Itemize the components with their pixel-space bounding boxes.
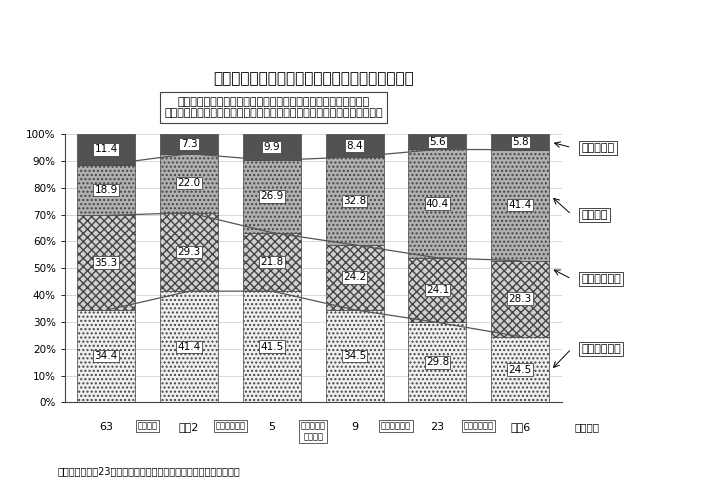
Text: 32.8: 32.8: [343, 196, 366, 206]
Text: 恒久的な減税: 恒久的な減税: [381, 422, 411, 431]
Text: 11.4: 11.4: [94, 144, 118, 154]
Bar: [160, 154, 218, 213]
Text: 40.4: 40.4: [426, 199, 449, 208]
Text: 18.9: 18.9: [94, 185, 118, 195]
Bar: [491, 149, 549, 261]
Text: 5.6: 5.6: [429, 137, 446, 147]
Bar: [243, 160, 301, 233]
Text: 24.5: 24.5: [508, 365, 532, 375]
Text: 23: 23: [431, 422, 444, 432]
Bar: [325, 310, 384, 402]
Text: 35.3: 35.3: [94, 258, 118, 268]
Bar: [160, 213, 218, 291]
Text: 41.4: 41.4: [177, 342, 201, 352]
Text: 土地税制改革: 土地税制改革: [215, 422, 246, 431]
Text: 消費課税: 消費課税: [582, 210, 608, 219]
Text: 所得・消費・資産等の税収構成比の推移（国税）: 所得・消費・資産等の税収構成比の推移（国税）: [213, 71, 413, 86]
Text: 8.4: 8.4: [346, 141, 363, 151]
Text: 63: 63: [99, 422, 113, 432]
Text: 5: 5: [269, 422, 275, 432]
Bar: [77, 216, 135, 310]
Bar: [408, 258, 467, 322]
Text: 税制抜本改革: 税制抜本改革: [464, 422, 494, 431]
Bar: [325, 157, 384, 245]
Text: 個人所得課税: 個人所得課税: [582, 344, 621, 354]
Bar: [243, 134, 301, 160]
Text: 28.3: 28.3: [508, 294, 532, 304]
Text: 9.9: 9.9: [264, 142, 280, 152]
Text: 29.3: 29.3: [177, 247, 201, 257]
Text: 平成2: 平成2: [179, 422, 199, 432]
Bar: [491, 337, 549, 402]
Bar: [491, 134, 549, 149]
Text: 平成６年の
税制改革: 平成６年の 税制改革: [301, 422, 325, 441]
Bar: [408, 135, 467, 149]
Bar: [243, 291, 301, 402]
Text: ２．所得課税には資産性所得に対する課税を含む。: ２．所得課税には資産性所得に対する課税を含む。: [58, 478, 210, 479]
Bar: [160, 134, 218, 154]
Text: 令和6: 令和6: [510, 422, 531, 432]
Bar: [408, 322, 467, 402]
Bar: [77, 310, 135, 402]
Text: 7.3: 7.3: [181, 139, 197, 149]
Text: 24.1: 24.1: [426, 285, 449, 295]
Text: 34.5: 34.5: [343, 351, 366, 361]
Text: 41.5: 41.5: [260, 342, 284, 352]
Text: 41.4: 41.4: [508, 200, 532, 210]
Text: （注）１．平成23年度までは決算額、令和６年度は予算額による。: （注）１．平成23年度までは決算額、令和６年度は予算額による。: [58, 467, 240, 477]
Bar: [243, 233, 301, 291]
Text: 22.0: 22.0: [177, 178, 201, 188]
Bar: [325, 245, 384, 310]
Text: 法人所得課税: 法人所得課税: [582, 274, 621, 284]
Bar: [491, 261, 549, 337]
Text: 34.4: 34.4: [94, 351, 118, 361]
Bar: [325, 135, 384, 157]
Text: 9: 9: [351, 422, 358, 432]
Bar: [77, 165, 135, 216]
Text: （年度）: （年度）: [574, 422, 599, 432]
Text: 資産課税等: 資産課税等: [582, 143, 615, 152]
Text: 24.2: 24.2: [343, 273, 366, 282]
Text: 各税目を個人所得課税、法人所得課税、消費課税、資産課税等に
分類した上で、その税収が総税収（国税）に占める割合を表しています。: 各税目を個人所得課税、法人所得課税、消費課税、資産課税等に 分類した上で、その税…: [164, 97, 383, 118]
Text: 21.8: 21.8: [260, 257, 284, 267]
Bar: [160, 291, 218, 402]
Bar: [77, 134, 135, 165]
Text: 26.9: 26.9: [260, 192, 284, 202]
Bar: [408, 149, 467, 258]
Text: 5.8: 5.8: [512, 137, 528, 147]
Text: 29.8: 29.8: [426, 357, 449, 367]
Text: 抜本改革: 抜本改革: [138, 422, 158, 431]
